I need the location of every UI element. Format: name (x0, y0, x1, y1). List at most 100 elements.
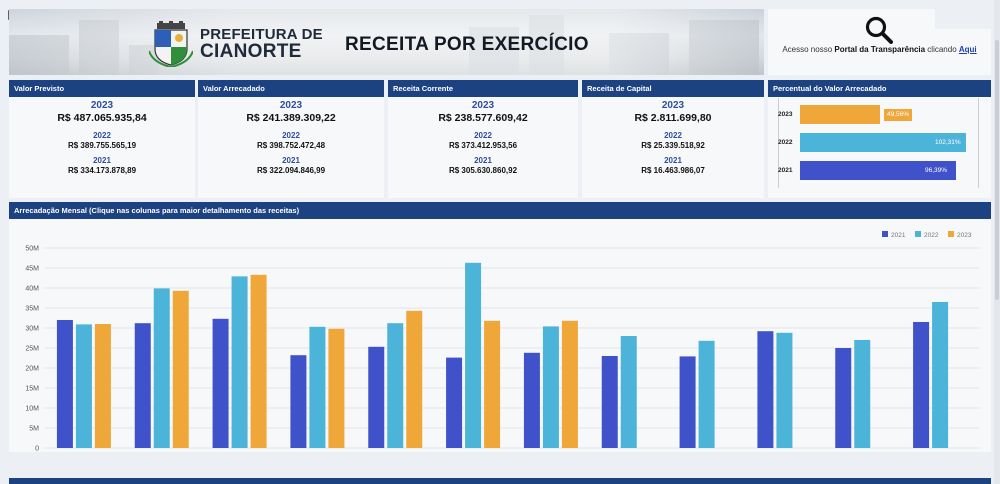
y-tick-label: 5M (29, 426, 39, 433)
card-value-3: R$ 16.463.986,07 (641, 166, 705, 175)
bar-2021-novembro[interactable] (835, 348, 852, 448)
bar-2022-julho[interactable] (542, 326, 559, 448)
transparency-text: Acesso nosso Portal da Transparência cli… (782, 45, 977, 54)
y-tick-label: 40M (25, 286, 39, 293)
bar-2023-março[interactable] (250, 274, 267, 448)
bar-2021-outubro[interactable] (757, 331, 774, 448)
legend-swatch (948, 231, 954, 237)
card-year-2: 2022 (474, 131, 492, 140)
legend-label: 2022 (924, 232, 939, 239)
bar-2022-janeiro[interactable] (75, 324, 92, 448)
percent-year-label: 2023 (778, 111, 793, 118)
bar-2023-maio[interactable] (406, 310, 423, 448)
bar-2022-maio[interactable] (387, 323, 404, 448)
transparency-portal-panel: Acesso nosso Portal da Transparência cli… (768, 9, 991, 75)
card-title: Valor Arrecadado (198, 80, 384, 97)
y-tick-label: 0 (35, 446, 39, 453)
bar-2021-abril[interactable] (290, 355, 307, 448)
bar-2022-abril[interactable] (309, 326, 326, 448)
card-year-main: 2023 (90, 100, 114, 111)
card-value-main: R$ 241.389.309,22 (246, 112, 336, 124)
card-valor-previsto: Valor Previsto 2023 R$ 487.065.935,84 20… (9, 80, 195, 198)
card-year-2: 2022 (282, 131, 300, 140)
bar-2021-agosto[interactable] (601, 356, 618, 448)
card-value-main: R$ 2.811.699,80 (634, 112, 712, 124)
y-tick-label: 25M (25, 346, 39, 353)
bar-2021-setembro[interactable] (679, 356, 696, 448)
legend-label: 2023 (957, 232, 972, 239)
percent-collected-panel: Percentual do Valor Arrecadado 2023 49,56… (768, 80, 991, 198)
percent-value-label: 102,31% (932, 137, 964, 149)
bar-2022-novembro[interactable] (854, 340, 871, 448)
card-value-2: R$ 25.339.518,92 (641, 141, 705, 150)
percent-bars: 2023 49,56% 2022 102,31% 2021 96,39% (768, 97, 991, 197)
card-title: Valor Previsto (9, 80, 195, 97)
percent-year-label: 2021 (778, 167, 793, 174)
card-title: Percentual do Valor Arrecadado (768, 80, 991, 97)
card-year-main: 2023 (279, 100, 303, 111)
card-year-2: 2022 (664, 131, 682, 140)
monthly-collection-chart: Arrecadação Mensal (Clique nas colunas p… (9, 202, 991, 464)
card-title: Receita de Capital (582, 80, 764, 97)
card-valor-arrecadado: Valor Arrecadado 2023 R$ 241.389.309,22 … (198, 80, 384, 198)
bar-2022-dezembro[interactable] (932, 302, 949, 448)
bar-2023-junho[interactable] (484, 320, 501, 448)
monthly-bar-chart: 05M10M15M20M25M30M35M40M45M50MJaneiroFev… (25, 231, 979, 464)
bar-2023-abril[interactable] (328, 328, 345, 448)
percent-bar[interactable] (800, 161, 956, 180)
bar-2021-junho[interactable] (446, 357, 463, 448)
y-tick-label: 45M (25, 266, 39, 273)
bar-2022-fevereiro[interactable] (153, 288, 170, 448)
header-banner: PREFEITURA DE CIANORTE RECEITA POR EXERC… (9, 9, 764, 75)
transparency-link[interactable]: Aqui (958, 45, 977, 54)
card-year-3: 2021 (93, 156, 111, 165)
card-year-3: 2021 (474, 156, 492, 165)
legend-swatch (915, 231, 921, 237)
card-value-3: R$ 334.173.878,89 (67, 166, 137, 175)
bar-2023-julho[interactable] (561, 320, 578, 448)
logo-title-top: PREFEITURA DE (200, 26, 323, 43)
y-tick-label: 35M (25, 306, 39, 313)
chart-title: Arrecadação Mensal (Clique nas colunas p… (9, 202, 991, 219)
bar-2021-fevereiro[interactable] (134, 323, 151, 448)
percent-bar[interactable] (800, 105, 880, 124)
card-value-3: R$ 322.094.846,99 (256, 166, 326, 175)
bar-2023-janeiro[interactable] (94, 324, 111, 448)
card-value-2: R$ 398.752.472,48 (256, 141, 326, 150)
bar-2021-maio[interactable] (368, 346, 385, 448)
card-value-main: R$ 487.065.935,84 (57, 112, 147, 124)
bar-2022-agosto[interactable] (620, 336, 637, 448)
percent-value-label: 49,56% (884, 109, 913, 121)
bar-2021-julho[interactable] (523, 352, 540, 448)
bar-2021-dezembro[interactable] (913, 322, 930, 448)
card-year-3: 2021 (282, 156, 300, 165)
percent-year-label: 2022 (778, 139, 793, 146)
scrollbar[interactable] (994, 0, 1000, 484)
footer-strip (9, 478, 991, 484)
card-receita-capital: Receita de Capital 2023 R$ 2.811.699,80 … (582, 80, 764, 198)
bar-2023-fevereiro[interactable] (172, 290, 189, 448)
card-year-3: 2021 (664, 156, 682, 165)
legend-label: 2021 (891, 232, 906, 239)
bar-2021-janeiro[interactable] (56, 320, 73, 448)
percent-bar[interactable] (800, 133, 966, 152)
card-value-3: R$ 305.630.860,92 (448, 166, 518, 175)
card-year-main: 2023 (661, 100, 685, 111)
y-tick-label: 20M (25, 366, 39, 373)
y-tick-label: 50M (25, 246, 39, 253)
logo-title-main: CIANORTE (200, 41, 302, 62)
card-year-2: 2022 (93, 131, 111, 140)
bar-2022-junho[interactable] (465, 262, 482, 448)
bar-2022-março[interactable] (231, 276, 248, 448)
bar-2021-março[interactable] (212, 318, 229, 448)
bar-2022-setembro[interactable] (698, 340, 715, 448)
card-year-main: 2023 (471, 100, 495, 111)
y-tick-label: 15M (25, 386, 39, 393)
card-value-main: R$ 238.577.609,42 (438, 112, 528, 124)
card-value-2: R$ 373.412.953,56 (448, 141, 518, 150)
card-receita-corrente: Receita Corrente 2023 R$ 238.577.609,42 … (388, 80, 578, 198)
search-icon[interactable] (864, 15, 894, 45)
card-value-2: R$ 389.755.565,19 (67, 141, 137, 150)
bar-2022-outubro[interactable] (776, 332, 793, 448)
